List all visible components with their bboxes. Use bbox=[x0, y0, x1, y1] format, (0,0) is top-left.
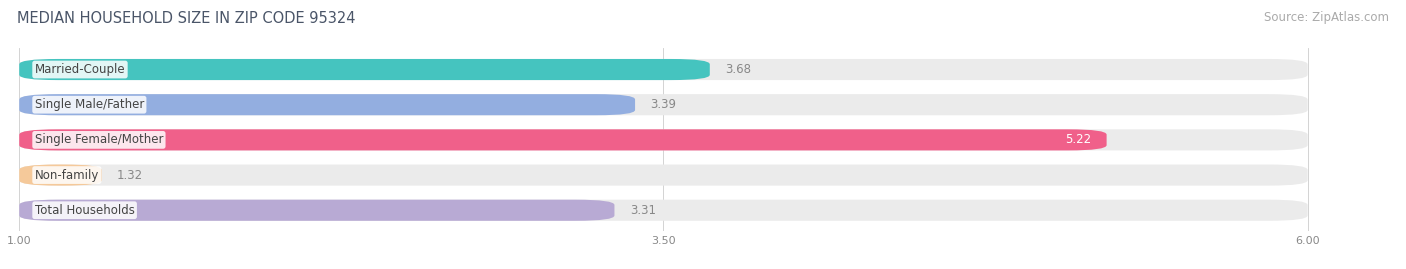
FancyBboxPatch shape bbox=[20, 129, 1107, 150]
Text: 5.22: 5.22 bbox=[1064, 133, 1091, 146]
Text: Married-Couple: Married-Couple bbox=[35, 63, 125, 76]
Text: Total Households: Total Households bbox=[35, 204, 135, 217]
FancyBboxPatch shape bbox=[20, 165, 1308, 186]
Text: Single Female/Mother: Single Female/Mother bbox=[35, 133, 163, 146]
Text: 3.68: 3.68 bbox=[725, 63, 751, 76]
Text: Source: ZipAtlas.com: Source: ZipAtlas.com bbox=[1264, 11, 1389, 24]
Text: Single Male/Father: Single Male/Father bbox=[35, 98, 143, 111]
FancyBboxPatch shape bbox=[20, 129, 1308, 150]
FancyBboxPatch shape bbox=[20, 165, 101, 186]
Text: 1.32: 1.32 bbox=[117, 169, 143, 182]
FancyBboxPatch shape bbox=[20, 200, 614, 221]
Text: 3.31: 3.31 bbox=[630, 204, 657, 217]
FancyBboxPatch shape bbox=[20, 94, 1308, 115]
FancyBboxPatch shape bbox=[20, 94, 636, 115]
FancyBboxPatch shape bbox=[20, 59, 1308, 80]
Text: 3.39: 3.39 bbox=[651, 98, 676, 111]
Text: MEDIAN HOUSEHOLD SIZE IN ZIP CODE 95324: MEDIAN HOUSEHOLD SIZE IN ZIP CODE 95324 bbox=[17, 11, 356, 26]
FancyBboxPatch shape bbox=[20, 200, 1308, 221]
Text: Non-family: Non-family bbox=[35, 169, 98, 182]
FancyBboxPatch shape bbox=[20, 59, 710, 80]
